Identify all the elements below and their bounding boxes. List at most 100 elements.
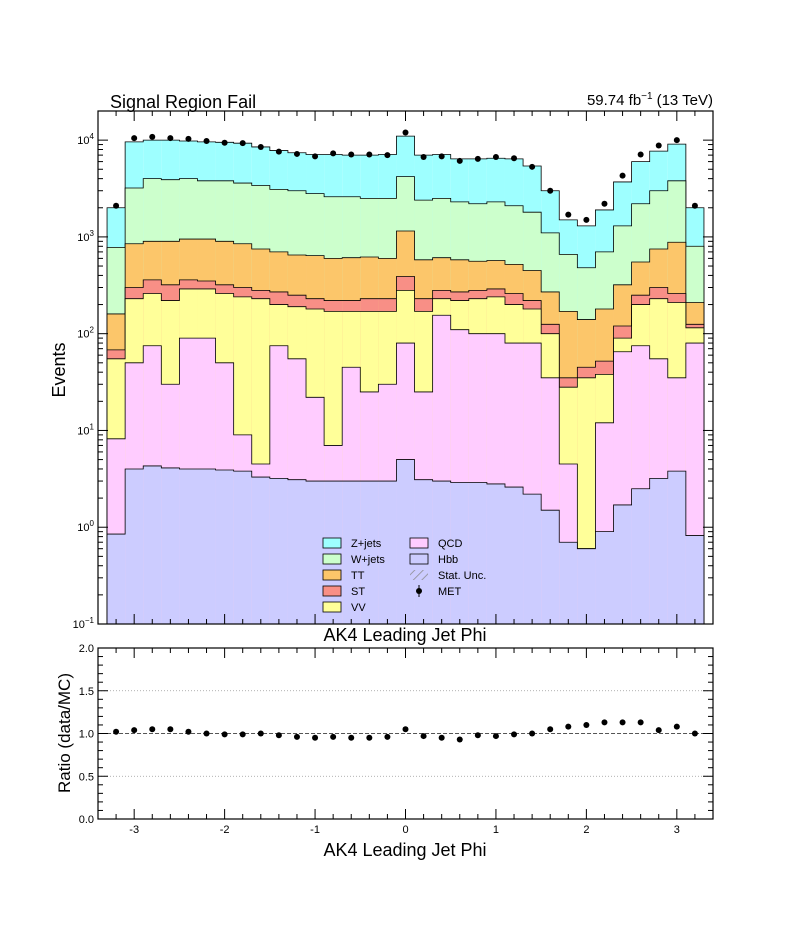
luminosity-label: 59.74 fb−1 (13 TeV) — [587, 91, 713, 109]
stack-bar-hbb — [631, 488, 650, 624]
legend-label-st: ST — [351, 586, 365, 598]
stack-bar-hbb — [559, 542, 578, 624]
ratio-point — [384, 733, 391, 740]
ratio-point — [529, 730, 536, 737]
data-point — [438, 153, 445, 160]
stack-bar-hbb — [414, 479, 433, 624]
ratio-point — [293, 733, 300, 740]
legend-swatch-z-jets — [322, 537, 342, 549]
stack-bar-hbb — [269, 478, 288, 624]
y-tick-exp: 4 — [90, 132, 95, 141]
data-point — [637, 151, 644, 158]
y-tick-base: 10 — [73, 619, 85, 631]
ratio-point — [492, 733, 499, 740]
ratio-point — [438, 734, 445, 741]
stack-bar-hbb — [450, 482, 469, 624]
x-tick-label: 2 — [583, 824, 589, 836]
ratio-point — [275, 732, 282, 739]
stack-bar-hbb — [251, 477, 270, 624]
main-x-axis-label: AK4 Leading Jet Phi — [323, 625, 486, 645]
ratio-point — [348, 734, 355, 741]
data-point — [511, 155, 518, 162]
ratio-point — [185, 728, 192, 735]
ratio-point — [547, 726, 554, 733]
legend-label-w-jets: W+jets — [351, 554, 385, 566]
data-point — [384, 152, 391, 159]
stack-bar-hbb — [306, 481, 325, 624]
stack-outline-tt — [106, 230, 705, 624]
stack-outline-w-jets — [106, 176, 705, 624]
data-point — [348, 151, 355, 158]
data-point — [583, 216, 590, 223]
y-tick-label: 101 — [77, 422, 94, 437]
y-tick-base: 10 — [77, 232, 89, 244]
y-tick-exp: −1 — [85, 616, 95, 625]
ratio-x-axis-label: AK4 Leading Jet Phi — [323, 840, 486, 860]
data-point — [420, 153, 427, 160]
ratio-y-axis-label: Ratio (data/MC) — [55, 673, 74, 793]
data-point — [402, 129, 409, 136]
ratio-point — [149, 726, 156, 733]
stack-bar-hbb — [486, 483, 505, 624]
data-point — [312, 153, 319, 160]
stack-bar-hbb — [342, 481, 361, 624]
x-tick-label: 1 — [493, 824, 499, 836]
legend-swatch-vv — [322, 601, 342, 613]
data-point — [293, 150, 300, 157]
ratio-point — [167, 726, 174, 733]
ratio-x-ticks: -3 -2 -1 0 1 2 3 — [97, 648, 714, 836]
y-tick-label: 2.0 — [79, 643, 94, 655]
data-points — [113, 129, 698, 223]
y-tick-exp: 2 — [90, 326, 95, 335]
y-tick-label: 102 — [77, 326, 94, 341]
y-tick-base: 10 — [77, 522, 89, 534]
ratio-point — [330, 733, 337, 740]
y-tick-exp: 0 — [90, 519, 95, 528]
ratio-point — [619, 719, 626, 726]
stack-bar-hbb — [504, 487, 524, 624]
ratio-point — [420, 733, 427, 740]
data-point — [275, 148, 282, 155]
ratio-points — [113, 719, 698, 743]
data-point — [366, 151, 373, 158]
stack-bar-hbb — [396, 459, 415, 624]
x-tick-label: -1 — [310, 824, 320, 836]
legend-swatch-qcd — [409, 537, 429, 549]
data-point — [113, 202, 120, 209]
y-tick-base: 10 — [77, 425, 89, 437]
main-x-ticks — [97, 111, 714, 624]
stack-bar-hbb — [125, 468, 144, 624]
legend-label-tt: TT — [351, 570, 365, 582]
ratio-point — [239, 731, 246, 738]
stack-bar-hbb — [613, 504, 632, 624]
ratio-point — [131, 727, 138, 734]
ratio-point — [511, 731, 518, 738]
ratio-point — [655, 727, 662, 734]
data-point — [529, 163, 536, 170]
stack-bar-hbb — [432, 481, 451, 624]
lumi-exponent: −1 — [641, 91, 653, 102]
stack-bar-hbb — [685, 535, 704, 624]
legend-swatch-hbb — [409, 553, 429, 565]
data-point — [601, 200, 608, 207]
data-point — [131, 135, 138, 142]
ratio-point — [637, 719, 644, 726]
ratio-point — [312, 734, 319, 741]
stack-bar-hbb — [468, 482, 487, 624]
stack-bar-hbb — [107, 534, 126, 624]
legend-swatch-w-jets — [322, 553, 342, 565]
stack-bar-hbb — [523, 494, 542, 624]
x-tick-label: 0 — [402, 824, 408, 836]
legend-swatch-stat-unc- — [410, 570, 428, 580]
legend-label-met: MET — [438, 586, 462, 598]
data-point — [239, 140, 246, 147]
ratio-point — [691, 730, 698, 737]
data-point — [655, 142, 662, 149]
stack-bar-hbb — [649, 478, 668, 624]
data-point — [547, 187, 554, 194]
stack-bar-hbb — [667, 471, 686, 624]
stack-outline-hbb — [106, 459, 705, 624]
ratio-point — [474, 732, 481, 739]
data-point — [185, 135, 192, 142]
